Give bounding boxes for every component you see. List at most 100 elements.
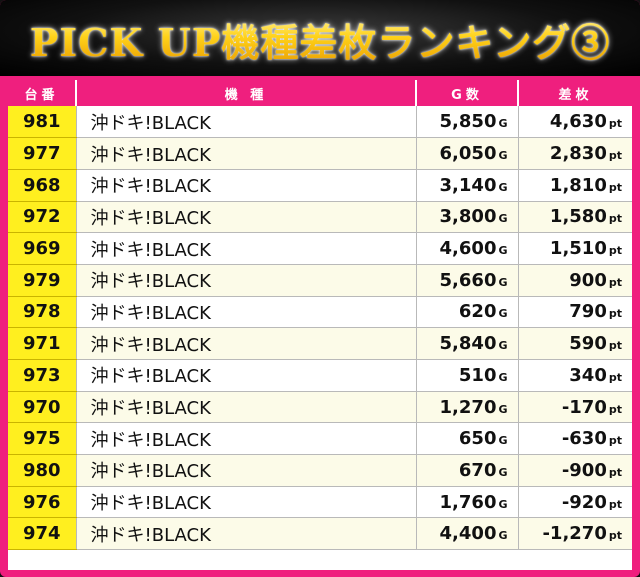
- coin-difference: 4,630 pt: [518, 106, 632, 139]
- model-name: 沖ドキ!BLACK: [76, 517, 417, 551]
- model-name: 沖ドキ!BLACK: [76, 201, 417, 234]
- model-name: 沖ドキ!BLACK: [76, 296, 417, 329]
- machine-number: 978: [8, 296, 77, 329]
- ranking-table-container: 台番 機 種 G数 差枚 981 沖ドキ!BLACK 5,850 G 4,630 pt 97…: [8, 80, 632, 570]
- game-count: 510 G: [416, 359, 519, 392]
- diff-unit: pt: [608, 180, 622, 194]
- diff-unit: pt: [608, 465, 622, 479]
- game-count: 3,140 G: [416, 169, 519, 202]
- ranking-table: 台番 機 種 G数 差枚 981 沖ドキ!BLACK 5,850 G 4,630 pt 97…: [8, 80, 632, 551]
- table-row: 981 沖ドキ!BLACK 5,850 G 4,630 pt: [8, 106, 632, 139]
- table-row: 979 沖ドキ!BLACK 5,660 G 900 pt: [8, 264, 632, 297]
- machine-number: 980: [8, 454, 77, 487]
- coin-difference: -630 pt: [518, 422, 632, 456]
- game-count: 620 G: [416, 296, 519, 329]
- coin-difference: 590 pt: [518, 327, 632, 360]
- machine-number: 972: [8, 201, 77, 234]
- model-name: 沖ドキ!BLACK: [76, 391, 417, 424]
- model-name: 沖ドキ!BLACK: [76, 106, 417, 139]
- table-row: 968 沖ドキ!BLACK 3,140 G 1,810 pt: [8, 169, 632, 202]
- table-row: 977 沖ドキ!BLACK 6,050 G 2,830 pt: [8, 137, 632, 170]
- game-count: 3,800 G: [416, 201, 519, 234]
- column-header-number: 台番: [8, 80, 77, 106]
- coin-difference: 790 pt: [518, 296, 632, 329]
- table-row: 975 沖ドキ!BLACK 650 G -630 pt: [8, 422, 632, 456]
- machine-number: 970: [8, 391, 77, 424]
- diff-unit: pt: [608, 307, 622, 321]
- column-header-model: 機 種: [76, 80, 417, 106]
- machine-number: 981: [8, 106, 77, 139]
- machine-number: 975: [8, 422, 77, 456]
- title-banner: PICK UP機種差枚ランキング③: [0, 0, 640, 76]
- games-unit: G: [498, 117, 508, 131]
- table-row: 973 沖ドキ!BLACK 510 G 340 pt: [8, 359, 632, 392]
- games-unit: G: [498, 339, 508, 353]
- table-header-row: 台番 機 種 G数 差枚: [8, 80, 632, 106]
- coin-difference: -170 pt: [518, 391, 632, 424]
- game-count: 4,400 G: [416, 517, 519, 551]
- game-count: 670 G: [416, 454, 519, 487]
- model-name: 沖ドキ!BLACK: [76, 169, 417, 202]
- table-row: 980 沖ドキ!BLACK 670 G -900 pt: [8, 454, 632, 487]
- game-count: 5,850 G: [416, 106, 519, 139]
- model-name: 沖ドキ!BLACK: [76, 454, 417, 487]
- diff-unit: pt: [608, 434, 622, 448]
- diff-unit: pt: [608, 117, 622, 131]
- game-count: 650 G: [416, 422, 519, 456]
- coin-difference: 900 pt: [518, 264, 632, 297]
- table-row: 974 沖ドキ!BLACK 4,400 G -1,270 pt: [8, 517, 632, 551]
- coin-difference: 1,580 pt: [518, 201, 632, 234]
- machine-number: 976: [8, 486, 77, 519]
- game-count: 6,050 G: [416, 137, 519, 170]
- games-unit: G: [498, 402, 508, 416]
- machine-number: 968: [8, 169, 77, 202]
- diff-unit: pt: [608, 339, 622, 353]
- table-row: 969 沖ドキ!BLACK 4,600 G 1,510 pt: [8, 232, 632, 265]
- diff-unit: pt: [608, 212, 622, 226]
- games-unit: G: [498, 275, 508, 289]
- games-unit: G: [498, 370, 508, 384]
- column-header-diff: 差枚: [518, 80, 632, 106]
- coin-difference: -920 pt: [518, 486, 632, 519]
- machine-number: 977: [8, 137, 77, 170]
- table-row: 976 沖ドキ!BLACK 1,760 G -920 pt: [8, 486, 632, 519]
- table-row: 971 沖ドキ!BLACK 5,840 G 590 pt: [8, 327, 632, 360]
- column-header-games: G数: [416, 80, 519, 106]
- diff-unit: pt: [608, 275, 622, 289]
- model-name: 沖ドキ!BLACK: [76, 137, 417, 170]
- games-unit: G: [498, 434, 508, 448]
- games-unit: G: [498, 497, 508, 511]
- model-name: 沖ドキ!BLACK: [76, 327, 417, 360]
- games-unit: G: [498, 307, 508, 321]
- coin-difference: -1,270 pt: [518, 517, 632, 551]
- coin-difference: -900 pt: [518, 454, 632, 487]
- games-unit: G: [498, 212, 508, 226]
- coin-difference: 1,510 pt: [518, 232, 632, 265]
- table-body: 981 沖ドキ!BLACK 5,850 G 4,630 pt 977 沖ドキ!BLACK 6,0…: [8, 106, 632, 551]
- model-name: 沖ドキ!BLACK: [76, 422, 417, 456]
- model-name: 沖ドキ!BLACK: [76, 486, 417, 519]
- diff-unit: pt: [608, 402, 622, 416]
- coin-difference: 1,810 pt: [518, 169, 632, 202]
- machine-number: 979: [8, 264, 77, 297]
- games-unit: G: [498, 244, 508, 258]
- coin-difference: 340 pt: [518, 359, 632, 392]
- diff-unit: pt: [608, 529, 622, 543]
- coin-difference: 2,830 pt: [518, 137, 632, 170]
- machine-number: 974: [8, 517, 77, 551]
- game-count: 4,600 G: [416, 232, 519, 265]
- games-unit: G: [498, 465, 508, 479]
- table-row: 972 沖ドキ!BLACK 3,800 G 1,580 pt: [8, 201, 632, 234]
- model-name: 沖ドキ!BLACK: [76, 359, 417, 392]
- diff-unit: pt: [608, 497, 622, 511]
- table-row: 970 沖ドキ!BLACK 1,270 G -170 pt: [8, 391, 632, 424]
- games-unit: G: [498, 149, 508, 163]
- model-name: 沖ドキ!BLACK: [76, 264, 417, 297]
- model-name: 沖ドキ!BLACK: [76, 232, 417, 265]
- games-unit: G: [498, 180, 508, 194]
- game-count: 5,840 G: [416, 327, 519, 360]
- machine-number: 969: [8, 232, 77, 265]
- games-unit: G: [498, 529, 508, 543]
- machine-number: 971: [8, 327, 77, 360]
